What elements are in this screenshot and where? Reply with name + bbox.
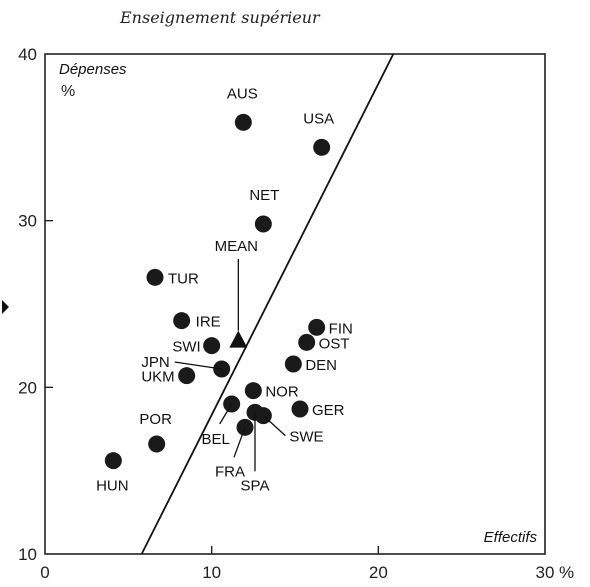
point-label-net: NET bbox=[249, 187, 279, 204]
x-tick-label: 10 bbox=[202, 563, 221, 582]
point-label-ost: OST bbox=[319, 335, 350, 352]
x-axis-label: Effectifs bbox=[484, 529, 538, 546]
x-tick-label: 30 bbox=[536, 563, 555, 582]
point-label-den: DEN bbox=[305, 357, 337, 374]
y-tick-label: 10 bbox=[18, 545, 37, 564]
y-tick-label: 20 bbox=[18, 378, 37, 397]
data-point-por bbox=[148, 435, 166, 453]
y-tick-label: 40 bbox=[18, 45, 37, 64]
point-label-ire: IRE bbox=[196, 314, 221, 331]
x-axis-unit: % bbox=[559, 563, 574, 582]
point-label-hun: HUN bbox=[96, 478, 129, 495]
leader-jpn bbox=[174, 361, 222, 370]
data-point-tur bbox=[146, 268, 164, 286]
point-label-usa: USA bbox=[303, 110, 334, 127]
point-label-mean: MEAN bbox=[215, 238, 258, 255]
mean-marker bbox=[229, 330, 248, 348]
data-point-ukm bbox=[178, 367, 196, 385]
data-point-den bbox=[284, 355, 302, 373]
leader-swe bbox=[262, 415, 286, 437]
data-point-nor bbox=[244, 382, 262, 400]
y-axis-unit: % bbox=[61, 83, 75, 100]
leader-bel bbox=[219, 403, 233, 425]
point-label-fra: FRA bbox=[215, 463, 245, 480]
plot-frame bbox=[44, 53, 546, 555]
point-label-spa: SPA bbox=[241, 477, 270, 494]
point-label-swe: SWE bbox=[289, 429, 323, 446]
regression-line bbox=[140, 53, 395, 555]
data-point-usa bbox=[313, 138, 331, 156]
data-point-aus bbox=[234, 113, 252, 131]
data-point-fin bbox=[308, 318, 326, 336]
data-point-ger bbox=[291, 400, 309, 418]
data-point-hun bbox=[104, 452, 122, 470]
data-point-swi bbox=[203, 337, 221, 355]
left-arrow-marker bbox=[2, 300, 9, 314]
x-tick-label: 20 bbox=[369, 563, 388, 582]
point-label-jpn: JPN bbox=[141, 354, 169, 371]
point-label-swi: SWI bbox=[172, 339, 200, 356]
point-label-por: POR bbox=[139, 411, 172, 428]
point-label-nor: NOR bbox=[265, 384, 299, 401]
x-tick-label: 0 bbox=[40, 563, 49, 582]
data-point-net bbox=[254, 215, 272, 233]
point-label-ukm: UKM bbox=[141, 369, 174, 386]
data-point-ost bbox=[298, 333, 316, 351]
point-label-ger: GER bbox=[312, 402, 345, 419]
point-label-tur: TUR bbox=[168, 270, 199, 287]
leader-fra bbox=[233, 427, 246, 458]
point-label-bel: BEL bbox=[201, 431, 229, 448]
y-axis-label: Dépenses bbox=[59, 61, 127, 78]
point-label-fin: FIN bbox=[329, 320, 353, 337]
y-tick-label: 30 bbox=[18, 212, 37, 231]
point-label-aus: AUS bbox=[227, 85, 258, 102]
data-point-ire bbox=[173, 312, 191, 330]
chart-title: Enseignement supérieur bbox=[120, 8, 320, 27]
